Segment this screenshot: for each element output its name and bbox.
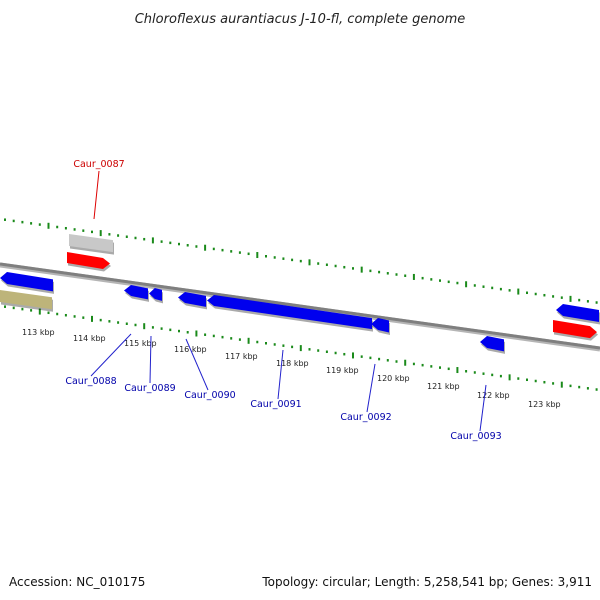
kbp-label: 113 kbp xyxy=(22,328,55,337)
gene-label: Caur_0092 xyxy=(340,412,391,423)
gene-labels: Caur_0087 Caur_0088 Caur_0089 Caur_0090 Caur… xyxy=(65,159,501,442)
gene-label: Caur_0091 xyxy=(250,399,301,410)
gene-label: Caur_0093 xyxy=(450,431,501,442)
gene-label-leader xyxy=(479,384,487,432)
rna-feature xyxy=(69,234,113,253)
reverse-gene xyxy=(0,272,53,292)
map-title: Chloroflexus aurantiacus J-10-fl, comple… xyxy=(135,12,466,27)
forward-gene xyxy=(553,320,597,339)
gene-label: Caur_0089 xyxy=(124,383,175,394)
backbone xyxy=(0,262,600,352)
kbp-label: 115 kbp xyxy=(124,339,157,348)
gene-label-leader xyxy=(366,363,376,413)
reverse-gene-caur0088 xyxy=(124,285,148,300)
tick-rings xyxy=(4,218,598,391)
reverse-gene-caur0092 xyxy=(371,318,389,333)
gene-label: Caur_0087 xyxy=(73,159,124,170)
gene-label-leader xyxy=(277,349,284,400)
kbp-label: 120 kbp xyxy=(377,374,410,383)
kbp-label: 118 kbp xyxy=(276,359,309,368)
kbp-label: 114 kbp xyxy=(73,334,106,343)
gene-label-leader xyxy=(93,170,100,220)
kbp-label: 117 kbp xyxy=(225,352,258,361)
reverse-gene xyxy=(556,304,599,323)
gene-label: Caur_0088 xyxy=(65,376,116,387)
forward-gene-caur0087 xyxy=(67,252,110,270)
gene-label-leader xyxy=(90,333,132,377)
gene-label: Caur_0090 xyxy=(184,390,235,401)
reverse-gene-caur0093 xyxy=(480,336,504,352)
reverse-gene-caur0089 xyxy=(149,288,162,301)
backbone-line xyxy=(0,262,600,350)
reverse-gene-caur0091 xyxy=(207,295,372,330)
kbp-label: 121 kbp xyxy=(427,382,460,391)
pseudo-feature xyxy=(0,290,52,310)
gene-label-leader xyxy=(149,335,152,384)
gene-label-leader xyxy=(185,338,209,391)
accession-text: Accession: NC_010175 xyxy=(9,575,145,589)
kbp-label: 119 kbp xyxy=(326,366,359,375)
summary-text: Topology: circular; Length: 5,258,541 bp… xyxy=(261,575,592,589)
features xyxy=(0,234,600,354)
reverse-gene-caur0090 xyxy=(178,292,206,307)
kbp-label: 122 kbp xyxy=(477,391,510,400)
kbp-label: 123 kbp xyxy=(528,400,561,409)
